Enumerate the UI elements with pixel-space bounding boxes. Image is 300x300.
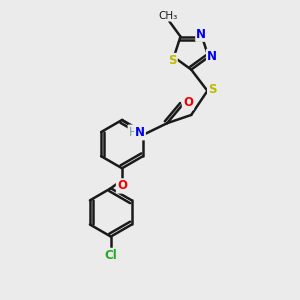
Text: H: H: [128, 125, 137, 139]
Text: N: N: [207, 50, 217, 63]
Text: S: S: [208, 83, 217, 96]
Text: S: S: [168, 54, 177, 67]
Text: N: N: [196, 28, 206, 41]
Text: Cl: Cl: [104, 249, 117, 262]
Text: O: O: [117, 179, 127, 192]
Text: N: N: [135, 126, 145, 140]
Text: CH₃: CH₃: [158, 11, 178, 21]
Text: O: O: [183, 96, 193, 109]
